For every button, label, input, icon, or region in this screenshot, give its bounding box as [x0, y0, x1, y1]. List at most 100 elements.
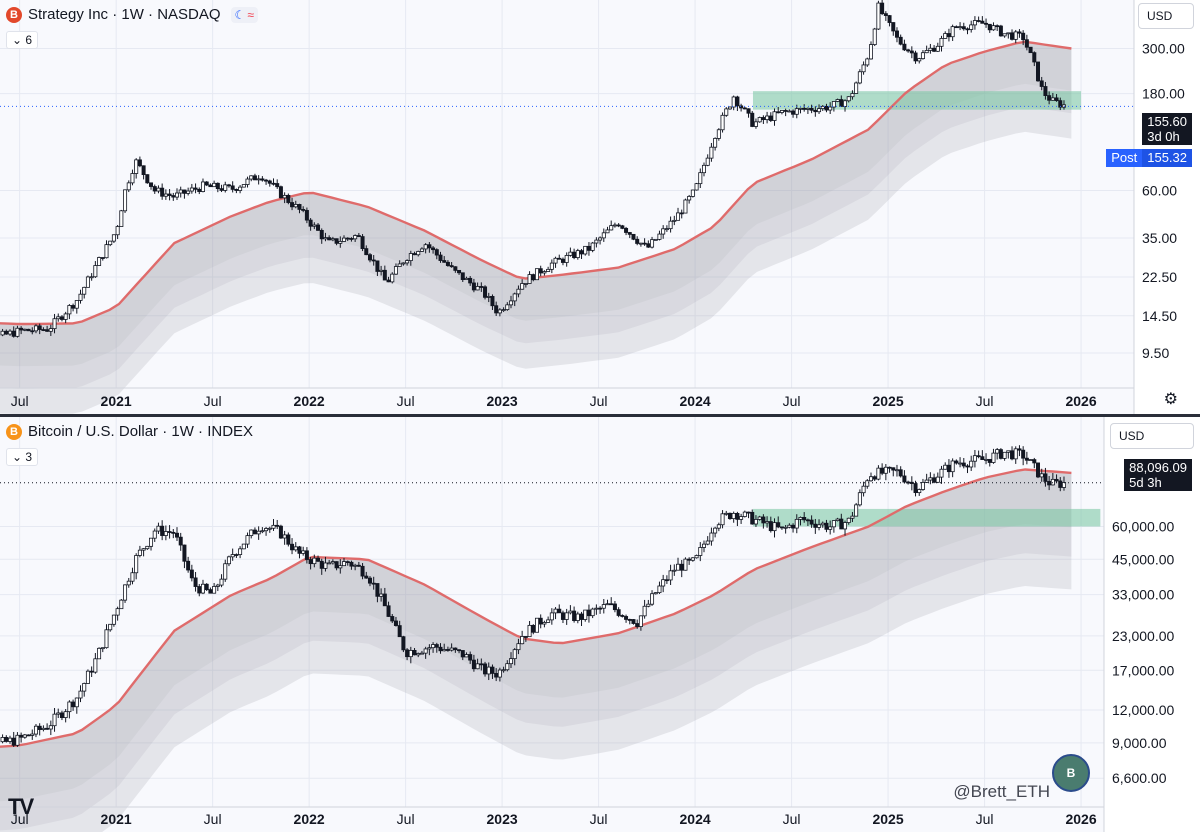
strategy-title[interactable]: Strategy Inc · 1W · NASDAQ — [28, 6, 221, 23]
candle-body — [523, 283, 528, 285]
candle-body — [78, 293, 83, 301]
candle-body — [946, 33, 951, 38]
bitcoin-last-price-tag: 88,096.09 5d 3h — [1124, 459, 1192, 491]
candle-body — [208, 589, 213, 594]
candle-body — [768, 521, 773, 532]
candle-body — [245, 535, 250, 545]
candle-body — [353, 235, 358, 240]
candle-body — [809, 107, 814, 111]
candle-body — [653, 592, 658, 595]
candle-body — [694, 183, 699, 191]
candle-body — [59, 712, 64, 718]
candle-body — [48, 725, 53, 730]
candle-body — [657, 585, 662, 594]
candle-body — [598, 607, 603, 610]
bitcoin-logo: B — [6, 423, 22, 440]
gear-icon[interactable]: ⚙ — [1163, 391, 1178, 408]
candle-body — [486, 296, 491, 298]
session-mode-toggle[interactable]: ☾ ≈ — [230, 6, 258, 23]
strategy-chart-pane[interactable]: 300.00 180.00 60.00 35.00 22.50 14.50 9.50 Jul 2… — [0, 0, 1200, 414]
strategy-currency-select[interactable]: USD — [1138, 3, 1194, 29]
strategy-legend: B Strategy Inc · 1W · NASDAQ ☾ ≈ — [6, 6, 258, 23]
candle-body — [4, 330, 9, 335]
candle-body — [137, 159, 142, 167]
candle-body — [817, 524, 822, 528]
candle-body — [245, 178, 250, 185]
candle-body — [724, 108, 729, 116]
candle-body — [590, 242, 595, 251]
y-tick-label: 180.00 — [1142, 86, 1185, 102]
pane-divider[interactable] — [0, 414, 1200, 417]
candle-body — [898, 469, 903, 477]
x-tick-label: 2021 — [101, 393, 132, 409]
candle-body — [271, 182, 276, 185]
candle-body — [713, 527, 718, 534]
candle-body — [330, 561, 335, 564]
candle-body — [74, 300, 79, 309]
candle-body — [497, 309, 502, 314]
candle-body — [130, 173, 135, 184]
candle-body — [149, 182, 154, 187]
candle-body — [586, 609, 591, 617]
candle-body — [230, 554, 235, 558]
candle-body — [1061, 104, 1066, 108]
candle-body — [984, 22, 989, 25]
candle-body — [97, 257, 102, 266]
candle-body — [798, 517, 803, 520]
candle-body — [716, 129, 721, 139]
bitcoin-indicators-toggle[interactable]: ⌄ 3 — [6, 448, 39, 466]
candle-body — [601, 232, 606, 239]
candle-body — [549, 612, 554, 621]
candle-body — [924, 50, 929, 54]
candle-body — [371, 582, 376, 585]
candle-body — [431, 644, 436, 649]
candle-body — [278, 525, 283, 539]
candle-body — [624, 227, 629, 233]
candle-body — [1058, 480, 1063, 488]
strategy-chart[interactable]: 300.00 180.00 60.00 35.00 22.50 14.50 9.50 Jul 2… — [0, 0, 1200, 414]
candle-body — [772, 111, 777, 121]
candle-body — [880, 2, 885, 15]
candle-body — [642, 605, 647, 617]
candle-body — [360, 236, 365, 250]
candle-body — [839, 99, 844, 107]
candle-body — [627, 232, 632, 235]
candle-body — [668, 570, 673, 581]
candle-body — [1039, 80, 1044, 87]
candle-body — [854, 82, 859, 94]
candle-body — [768, 115, 773, 121]
candle-body — [635, 238, 640, 244]
tradingview-logo[interactable]: TV — [8, 794, 34, 819]
candle-body — [687, 558, 692, 561]
candle-body — [976, 455, 981, 458]
candle-body — [798, 107, 803, 110]
bitcoin-chart[interactable]: 60,000.00 45,000.00 33,000.00 23,000.00 17,0… — [0, 417, 1200, 832]
candle-body — [813, 523, 818, 528]
candle-body — [690, 557, 695, 561]
candle-body — [338, 241, 343, 244]
bitcoin-currency-select[interactable]: USD — [1110, 423, 1194, 449]
candle-body — [802, 107, 807, 110]
candle-body — [464, 654, 469, 658]
candle-body — [958, 26, 963, 29]
candle-body — [412, 650, 417, 656]
author-watermark: @Brett_ETH — [953, 782, 1050, 801]
candle-body — [694, 555, 699, 559]
candle-body — [531, 624, 536, 633]
candle-body — [709, 146, 714, 159]
x-tick-label: Jul — [783, 811, 801, 827]
bitcoin-chart-pane[interactable]: 60,000.00 45,000.00 33,000.00 23,000.00 17,0… — [0, 417, 1200, 832]
bitcoin-title[interactable]: Bitcoin / U.S. Dollar · 1W · INDEX — [28, 423, 254, 440]
candle-body — [880, 467, 885, 474]
candle-body — [1021, 32, 1026, 41]
candle-body — [152, 530, 157, 539]
y-tick-label: 9.50 — [1142, 345, 1169, 361]
y-tick-label: 23,000.00 — [1112, 628, 1174, 644]
candle-body — [327, 237, 332, 241]
candle-body — [397, 625, 402, 638]
candle-body — [175, 192, 180, 198]
candle-body — [197, 188, 202, 192]
candle-body — [609, 603, 614, 606]
strategy-indicators-toggle[interactable]: ⌄ 6 — [6, 31, 39, 49]
candle-body — [883, 466, 888, 474]
